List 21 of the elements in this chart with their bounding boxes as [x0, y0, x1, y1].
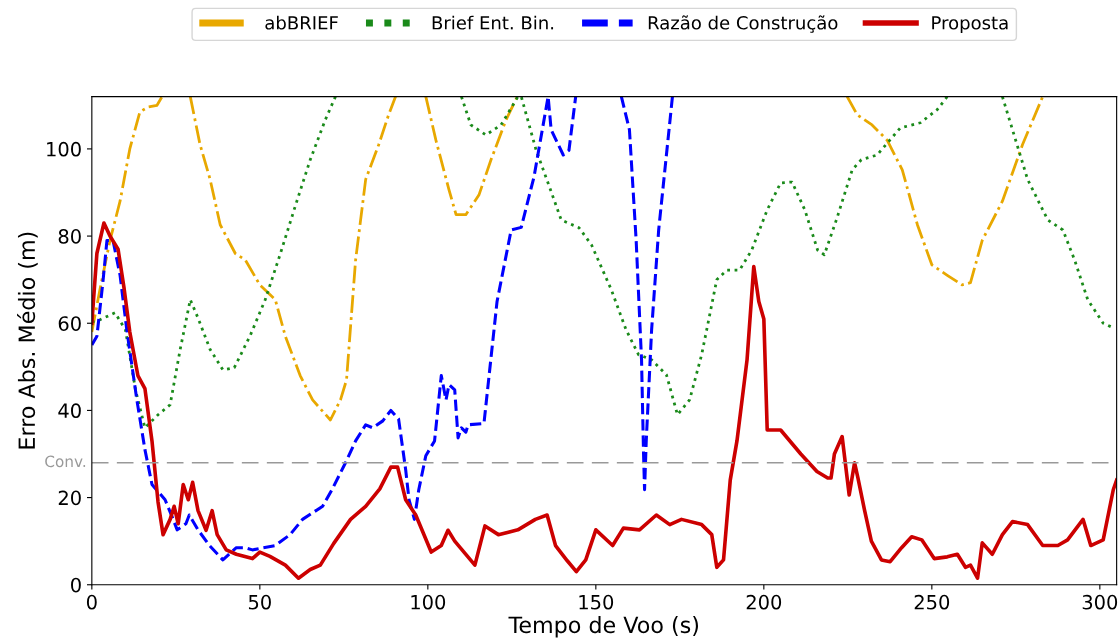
legend-label: Proposta	[932, 16, 1008, 34]
line-series	[91, 221, 1117, 581]
x-axis-title: Tempo de Voo (s)	[508, 616, 699, 638]
ref-line-label: Conv.	[45, 455, 86, 468]
y-tick-label: 40	[58, 403, 81, 419]
y-tick-label: 20	[58, 490, 81, 506]
x-tick-label: 250	[914, 594, 950, 610]
y-tick-label: 60	[58, 316, 81, 331]
legend-label: abBRIEF	[265, 15, 338, 30]
y-tick-label: 80	[58, 229, 81, 244]
x-tick-label: 50	[248, 594, 271, 610]
y-tick-label: 100	[47, 141, 81, 157]
x-tick-label: 300	[1082, 594, 1118, 610]
x-tick-label: 150	[579, 594, 614, 610]
x-tick-label: 200	[746, 594, 782, 610]
legend-label: Brief Ent. Bin.	[432, 15, 554, 30]
legend-label: Razão de Construção	[648, 15, 838, 33]
y-tick-label: 0	[71, 577, 81, 593]
x-tick-label: 100	[411, 594, 446, 610]
y-axis-title: Erro Abs. Médio (m)	[17, 232, 38, 449]
x-tick-label: 0	[86, 594, 97, 610]
